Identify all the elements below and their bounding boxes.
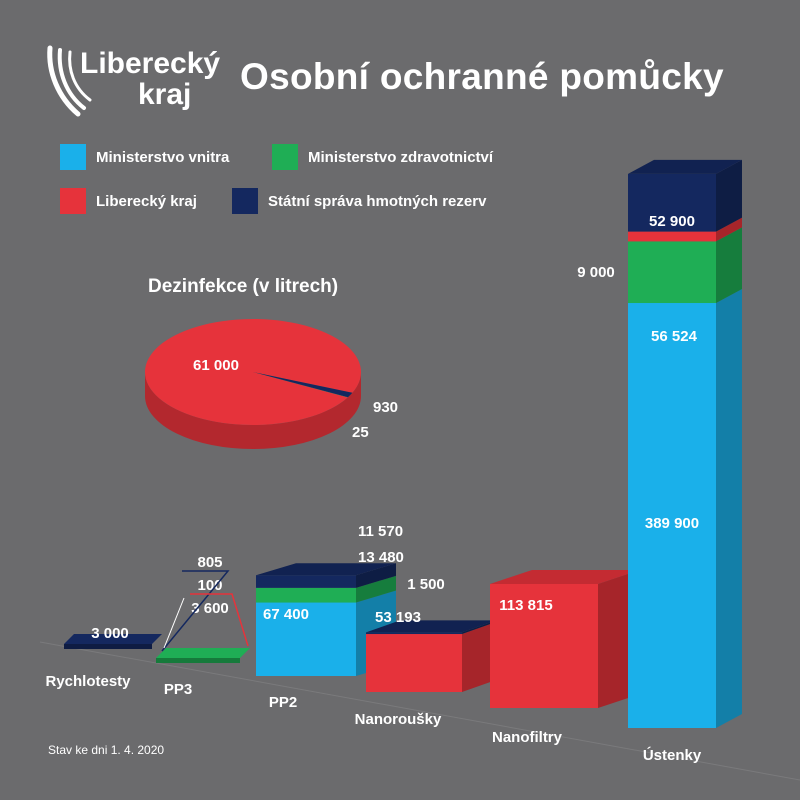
pie-slice-0: [145, 318, 362, 425]
category-label-ustenky: Ústenky: [643, 746, 702, 764]
leader-line-pp3-mz: [163, 597, 185, 649]
legend-swatch-sshr: [232, 188, 258, 214]
bar-pp3-slab: [156, 648, 250, 658]
logo-swoosh-icon: [47, 45, 92, 117]
legend-label-sshr: Státní správa hmotných rezerv: [268, 192, 487, 210]
data-label-pp2-2: 67 400: [263, 606, 309, 623]
leader-line-pp3-lk: [190, 593, 249, 647]
pie-slice-2: [253, 372, 348, 398]
pie-label-1: 930: [373, 399, 398, 416]
legend-item-sshr: Státní správa hmotných rezerv: [232, 188, 486, 214]
bar-pp2-seg-2-side: [356, 563, 396, 588]
bar-nanofiltry-top: [490, 569, 640, 584]
legend-item-lk: Liberecký kraj: [60, 188, 197, 214]
bar-ustenky-seg-1: [628, 241, 716, 304]
bar-pp2-top: [256, 563, 396, 576]
bar-pp3-slab-edge: [156, 658, 240, 663]
data-label-ustenky-0: 52 900: [649, 213, 695, 230]
legend-item-mv: Ministerstvo vnitra: [60, 144, 229, 170]
logo-text: Liberecký kraj: [80, 48, 220, 110]
leader-line-pp3-sshr: [161, 570, 230, 652]
page-title: Osobní ochranné pomůcky: [240, 56, 724, 97]
footer-note: Stav ke dni 1. 4. 2020: [48, 743, 165, 757]
data-label-ustenky-3: 389 900: [645, 515, 699, 532]
data-label-pp3-0: 805: [197, 554, 222, 571]
legend-label-lk: Liberecký kraj: [96, 192, 197, 210]
bar-nanofiltry-seg-0: [490, 583, 598, 708]
data-label-pp3-1: 100: [197, 577, 222, 594]
pie-title: Dezinfekce (v litrech): [148, 276, 339, 297]
bar-ustenky-seg-2-side: [716, 217, 742, 242]
bar-ustenky-top: [628, 159, 742, 174]
category-label-nanorousky: Nanoroušky: [355, 711, 442, 728]
data-label-ustenky-2: 56 524: [651, 328, 698, 345]
category-label-rychlotesty: Rychlotesty: [45, 673, 131, 690]
bar-ustenky-seg-0: [628, 303, 716, 728]
bar-nanorousky-seg-1: [366, 632, 462, 635]
legend-swatch-mv: [60, 144, 86, 170]
legend-item-mz: Ministerstvo zdravotnictví: [272, 144, 493, 170]
floor-line: [39, 641, 800, 781]
data-label-ustenky-1: 9 000: [577, 264, 615, 281]
legend-label-mv: Ministerstvo vnitra: [96, 148, 230, 166]
pie-side: [145, 372, 361, 449]
data-label-rychlotesty-0: 3 000: [91, 625, 129, 642]
bar-nanorousky-seg-1-side: [462, 620, 496, 635]
bar-pp2-seg-1-side: [356, 575, 396, 603]
bar-ustenky-seg-3-side: [716, 159, 742, 232]
logo-line2: kraj: [138, 78, 192, 111]
bar-pp2-seg-2: [256, 575, 356, 588]
bar-nanorousky-seg-0-side: [462, 622, 496, 692]
bar-rychlotesty-slab: [64, 634, 162, 644]
bar-pp2-seg-1: [256, 587, 356, 603]
data-label-nanorousky-0: 1 500: [407, 576, 445, 593]
category-label-pp2: PP2: [269, 694, 297, 711]
bar-nanorousky-seg-0: [366, 634, 462, 692]
legend-swatch-lk: [60, 188, 86, 214]
data-label-nanofiltry-0: 113 815: [499, 597, 552, 614]
legend-swatch-mz: [272, 144, 298, 170]
data-label-pp2-1: 13 480: [358, 549, 404, 566]
bar-nanorousky-top: [366, 620, 496, 633]
bar-pp2-seg-0: [256, 602, 356, 676]
bar-ustenky-seg-1-side: [716, 227, 742, 304]
bar-ustenky-seg-2: [628, 231, 716, 242]
logo: [44, 42, 244, 122]
data-label-pp2-0: 11 570: [358, 523, 403, 540]
category-label-nanofiltry: Nanofiltry: [492, 729, 563, 746]
bar-ustenky-seg-0-side: [716, 289, 742, 728]
data-label-nanorousky-1: 53 193: [375, 609, 421, 626]
legend: Ministerstvo vnitra Ministerstvo zdravot…: [60, 144, 580, 224]
bar-ustenky-seg-3: [628, 173, 716, 232]
pie-label-0: 61 000: [193, 357, 239, 374]
legend-label-mz: Ministerstvo zdravotnictví: [308, 148, 494, 166]
logo-line1: Liberecký: [80, 47, 221, 80]
pie-label-2: 25: [352, 424, 369, 441]
category-label-pp3: PP3: [164, 681, 192, 698]
bar-rychlotesty-slab-edge: [64, 644, 152, 649]
pie-slice-1: [253, 372, 353, 398]
